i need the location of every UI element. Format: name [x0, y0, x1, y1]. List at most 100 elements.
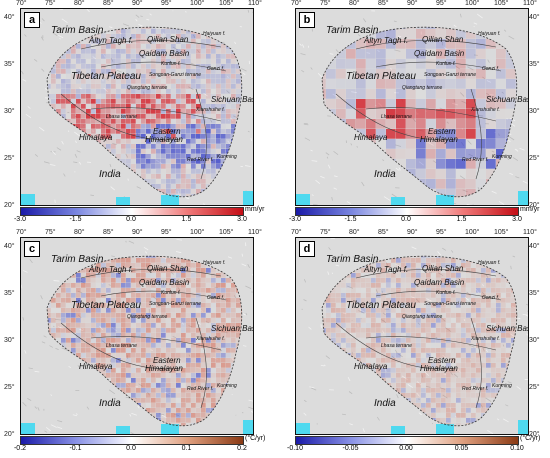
relief-stroke: [396, 288, 401, 291]
data-cell: [101, 49, 106, 54]
data-cell: [211, 134, 216, 139]
data-cell: [426, 159, 436, 169]
data-cell: [236, 293, 241, 298]
relief-stroke: [415, 298, 420, 303]
data-cell: [56, 69, 61, 74]
data-cell: [111, 298, 116, 303]
data-cell: [131, 119, 136, 124]
data-cell: [221, 149, 226, 154]
data-cell: [386, 119, 396, 129]
data-cell: [211, 403, 216, 408]
data-cell: [146, 288, 151, 293]
data-cell: [126, 378, 131, 383]
data-cell: [476, 288, 481, 293]
data-cell: [186, 189, 191, 194]
data-cell: [96, 34, 101, 39]
data-cell: [66, 64, 71, 69]
data-cell: [496, 79, 506, 89]
data-cell: [116, 94, 121, 99]
data-cell: [181, 84, 186, 89]
data-cell: [61, 313, 66, 318]
data-cell: [151, 74, 156, 79]
data-cell: [436, 258, 441, 263]
relief-stroke: [487, 59, 490, 63]
data-cell: [186, 129, 191, 134]
map-label-ganzi: Ganzi f.: [207, 66, 225, 72]
data-cell: [216, 84, 221, 89]
data-cell: [216, 328, 221, 333]
relief-stroke: [193, 379, 199, 382]
data-cell: [161, 293, 166, 298]
data-cell: [86, 99, 91, 104]
sea-area: [436, 195, 454, 205]
data-cell: [81, 94, 86, 99]
data-cell: [226, 323, 231, 328]
data-cell: [131, 363, 136, 368]
relief-stroke: [23, 270, 28, 273]
data-cell: [71, 74, 76, 79]
data-cell: [426, 263, 431, 268]
relief-stroke: [311, 194, 314, 197]
relief-stroke: [37, 407, 40, 411]
relief-stroke: [161, 256, 168, 260]
data-cell: [81, 104, 86, 109]
data-cell: [416, 258, 421, 263]
relief-stroke: [514, 317, 521, 320]
data-cell: [231, 104, 236, 109]
relief-stroke: [303, 399, 307, 403]
data-cell: [386, 313, 391, 318]
data-cell: [456, 263, 461, 268]
data-cell: [466, 268, 471, 273]
data-cell: [221, 303, 226, 308]
data-cell: [136, 29, 141, 34]
data-cell: [486, 99, 496, 109]
data-cell: [156, 109, 161, 114]
data-cell: [146, 393, 151, 398]
relief-stroke: [485, 349, 489, 352]
relief-stroke: [209, 118, 213, 123]
data-cell: [71, 303, 76, 308]
data-cell: [101, 308, 106, 313]
data-cell: [196, 333, 201, 338]
lat-tick: 30°: [4, 337, 15, 344]
data-cell: [96, 298, 101, 303]
data-cell: [196, 298, 201, 303]
data-cell: [156, 373, 161, 378]
relief-stroke: [514, 148, 518, 151]
data-cell: [206, 74, 211, 79]
data-cell: [351, 303, 356, 308]
data-cell: [171, 348, 176, 353]
data-cell: [436, 308, 441, 313]
data-cell: [86, 348, 91, 353]
data-cell: [436, 139, 446, 149]
data-cell: [431, 263, 436, 268]
data-cell: [396, 283, 401, 288]
relief-stroke: [50, 394, 53, 396]
data-cell: [166, 159, 171, 164]
data-cell: [121, 109, 126, 114]
data-cell: [176, 94, 181, 99]
data-cell: [151, 169, 156, 174]
data-cell: [191, 44, 196, 49]
relief-stroke: [401, 375, 408, 380]
relief-stroke: [138, 383, 143, 387]
data-cell: [366, 99, 376, 109]
data-cell: [146, 383, 151, 388]
data-cell: [141, 64, 146, 69]
data-cell: [116, 109, 121, 114]
data-cell: [186, 308, 191, 313]
data-cell: [81, 288, 86, 293]
data-cell: [436, 273, 441, 278]
data-cell: [121, 89, 126, 94]
data-cell: [216, 154, 221, 159]
data-cell: [76, 104, 81, 109]
data-cell: [111, 139, 116, 144]
data-cell: [111, 149, 116, 154]
data-cell: [161, 94, 166, 99]
data-cell: [386, 89, 396, 99]
data-cell: [481, 308, 486, 313]
data-cell: [181, 114, 186, 119]
data-cell: [176, 378, 181, 383]
data-cell: [106, 338, 111, 343]
data-cell: [146, 34, 151, 39]
